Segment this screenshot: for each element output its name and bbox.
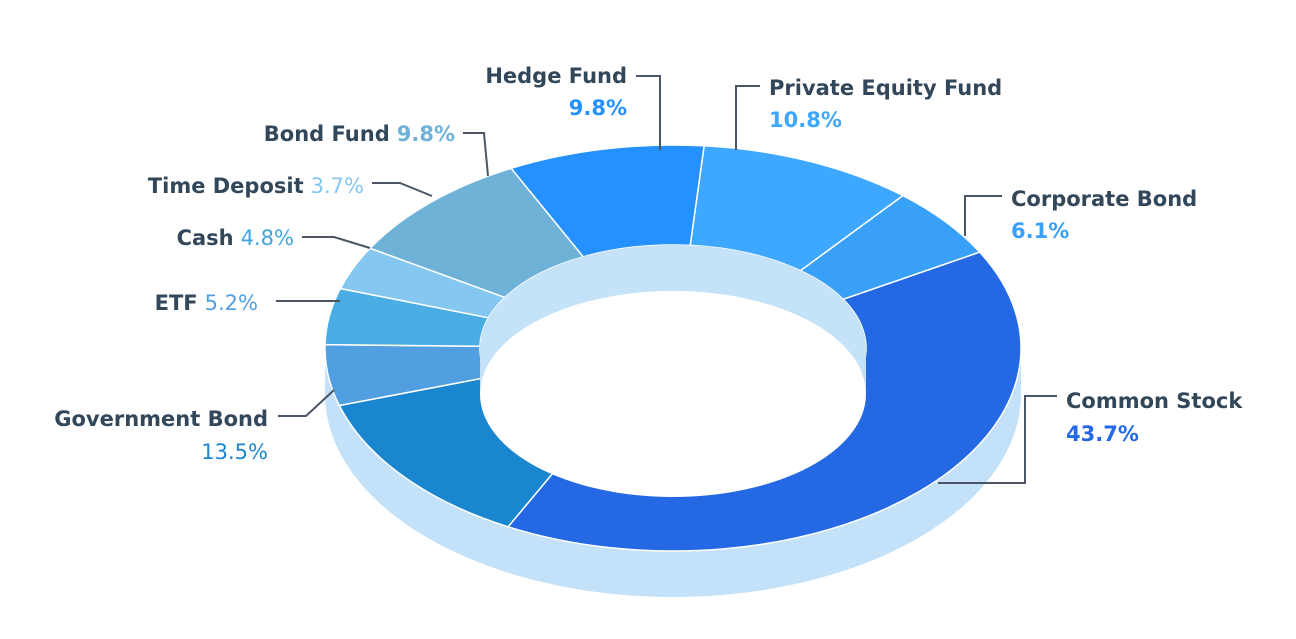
label-hedge-fund: Hedge Fund 9.8% [485,64,627,120]
leader-line-private-equity-fund [735,85,760,150]
slice-value: 3.7% [311,174,364,198]
slice-name: Cash [177,226,234,250]
slice-value: 9.8% [569,96,627,120]
slice-label: ETF 5.2% [155,291,258,315]
slice-name: Private Equity Fund [769,76,1002,100]
slice-value: 5.2% [205,291,258,315]
label-government-bond: Government Bond 13.5% [54,407,268,464]
slice-label: Time Deposit 3.7% [148,174,364,198]
outer-side-wall [325,348,1021,597]
leader-line-government-bond [278,389,335,417]
slice-name: Hedge Fund [485,64,627,88]
ring-side-wall [325,348,1021,597]
slice-label: Bond Fund 9.8% [264,122,455,146]
leader-line-hedge-fund [636,75,661,150]
slice-labels: Common Stock 43.7% Government Bond 13.5% ETF… [54,64,1243,464]
label-cash: Cash 4.8% [177,226,294,250]
slice-value: 9.8% [397,122,455,146]
inner-wall [480,245,866,394]
leader-line-bond-fund [463,132,489,177]
leader-lines [276,75,1057,484]
slice-name: Government Bond [54,407,268,431]
slice-name: Common Stock [1066,389,1243,413]
label-bond-fund: Bond Fund 9.8% [264,122,455,146]
slice-value: 13.5% [201,440,268,464]
label-etf: ETF 5.2% [155,291,258,315]
label-corporate-bond: Corporate Bond 6.1% [1011,187,1197,243]
slice-value: 6.1% [1011,219,1069,243]
slice-value: 10.8% [769,108,842,132]
slice-name: Bond Fund [264,122,390,146]
center-hole [480,291,866,497]
label-private-equity-fund: Private Equity Fund 10.8% [769,76,1002,132]
slice-name: Time Deposit [148,174,304,198]
slice-name: Corporate Bond [1011,187,1197,211]
slice-value: 43.7% [1066,422,1139,446]
slice-name: ETF [155,291,198,315]
slice-label: Cash 4.8% [177,226,294,250]
label-time-deposit: Time Deposit 3.7% [148,174,364,198]
label-common-stock: Common Stock 43.7% [1066,389,1243,446]
leader-line-corporate-bond [964,195,1002,236]
leader-line-time-deposit [372,182,433,197]
leader-line-cash [302,236,371,249]
slice-value: 4.8% [241,226,294,250]
leader-line-common-stock [938,395,1057,484]
ring-inner-wall [480,245,866,497]
